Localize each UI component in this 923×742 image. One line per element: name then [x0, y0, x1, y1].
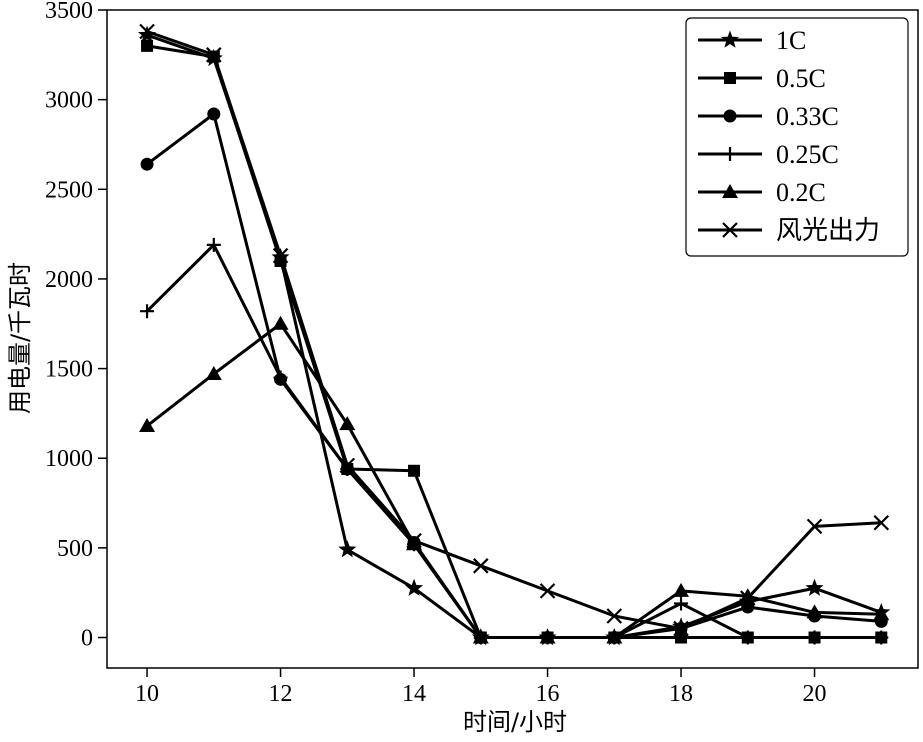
legend-item: 0.25C	[698, 140, 839, 169]
legend-marker	[722, 222, 738, 238]
data-point	[673, 582, 690, 597]
y-tick-label: 1500	[45, 357, 93, 383]
data-point	[206, 237, 221, 252]
axes: 10 12 14 16 18 20 0 500 1000 1500 2000 2500 3000 3500	[45, 0, 919, 707]
data-point	[139, 417, 156, 432]
data-point	[740, 630, 755, 645]
data-point	[405, 578, 424, 596]
data-point	[406, 532, 422, 549]
data-point	[472, 629, 489, 644]
y-tick-label: 2000	[45, 267, 93, 293]
data-point	[338, 540, 357, 558]
legend-label: 1C	[776, 26, 806, 55]
data-point	[408, 464, 421, 477]
data-point	[273, 370, 288, 385]
series-line	[146, 30, 882, 631]
data-point	[406, 536, 423, 551]
x-tick-label: 20	[803, 681, 827, 707]
x-tick-label: 18	[669, 681, 693, 707]
y-tick-label: 1000	[45, 446, 93, 472]
legend-label: 0.2C	[776, 178, 826, 207]
data-point	[272, 315, 289, 330]
data-point	[139, 23, 155, 40]
legend-item: 0.2C	[698, 178, 826, 207]
data-point	[673, 620, 689, 637]
data-point	[675, 631, 688, 644]
x-tick-label: 12	[269, 681, 293, 707]
data-point	[606, 629, 623, 644]
legend: 1C 0.5C 0.33C 0.25C 0.2C 风光出力	[685, 17, 909, 257]
data-point	[339, 457, 356, 474]
legend-item: 0.5C	[698, 64, 826, 93]
plot-frame	[106, 9, 919, 669]
series-4	[140, 237, 889, 645]
legend-marker	[720, 30, 740, 48]
data-point	[207, 107, 221, 121]
legend-item: 0.33C	[698, 102, 839, 131]
data-point	[140, 157, 154, 171]
x-tick-label: 10	[135, 681, 159, 707]
data-point	[138, 25, 157, 43]
legend-marker	[724, 72, 736, 84]
data-point	[206, 47, 222, 63]
legend-label: 0.5C	[776, 64, 826, 93]
data-point	[806, 518, 823, 535]
data-point	[674, 596, 689, 611]
data-point	[741, 600, 755, 614]
legend-marker	[723, 147, 737, 161]
series-6	[139, 23, 890, 637]
x-tick-label: 16	[536, 681, 560, 707]
data-point	[339, 416, 356, 431]
legend-marker	[723, 109, 737, 123]
data-point	[141, 39, 154, 52]
legend-label: 风光出力	[776, 216, 880, 245]
x-tick-label: 14	[402, 681, 426, 707]
y-tick-label: 500	[57, 536, 93, 562]
series-group	[138, 23, 891, 646]
data-point	[805, 578, 824, 596]
y-axis-title: 用电量/千瓦时	[6, 262, 34, 414]
legend-label: 0.25C	[776, 140, 839, 169]
data-point	[874, 630, 889, 645]
data-point	[473, 558, 489, 574]
legend-marker	[722, 184, 738, 198]
y-tick-label: 0	[81, 626, 93, 652]
legend-item: 风光出力	[698, 216, 880, 245]
data-point	[873, 514, 890, 531]
data-point	[740, 590, 756, 606]
y-tick-label: 3000	[45, 88, 93, 114]
data-point	[806, 604, 823, 619]
data-point	[873, 606, 890, 621]
y-tick-label: 3500	[45, 0, 93, 24]
data-point	[606, 608, 623, 624]
legend-label: 0.33C	[776, 102, 839, 131]
data-point	[272, 247, 289, 264]
y-tick-label: 2500	[45, 177, 93, 203]
data-point	[539, 629, 556, 644]
data-point	[807, 630, 822, 645]
data-point	[205, 365, 222, 380]
data-point	[539, 583, 556, 599]
series-line	[146, 322, 882, 640]
legend-item: 1C	[698, 26, 806, 55]
x-axis-title: 时间/小时	[463, 708, 567, 736]
data-point	[140, 304, 155, 319]
